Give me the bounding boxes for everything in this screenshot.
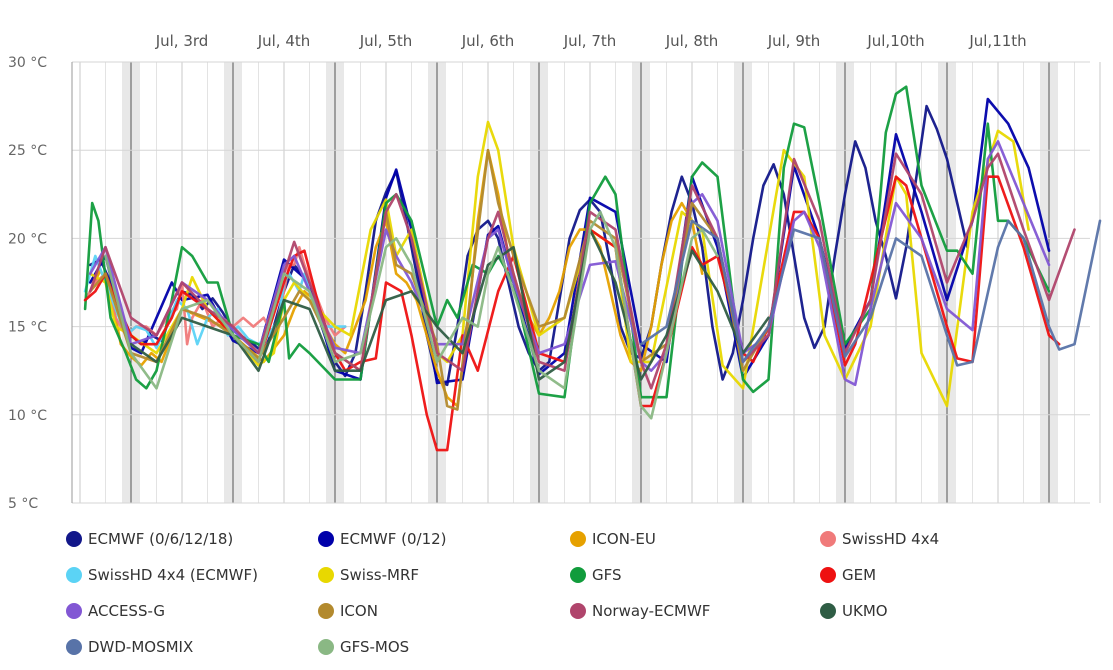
legend-swatch xyxy=(318,639,334,655)
legend-label: ICON xyxy=(340,602,378,620)
legend-label: SwissHD 4x4 (ECMWF) xyxy=(88,566,258,584)
x-tick-label: Jul, 7th xyxy=(563,32,617,50)
legend-swatch xyxy=(66,603,82,619)
legend-item-12: DWD-MOSMIX xyxy=(66,638,193,656)
x-tick-label: Jul,11th xyxy=(968,32,1026,50)
y-tick-label: 20 °C xyxy=(8,231,47,247)
x-tick-label: Jul,10th xyxy=(866,32,924,50)
legend-label: GEM xyxy=(842,566,876,584)
legend-item-2: ICON-EU xyxy=(570,530,656,548)
x-tick-label: Jul, 8th xyxy=(665,32,719,50)
legend-item-4: SwissHD 4x4 (ECMWF) xyxy=(66,566,258,584)
y-tick-label: 10 °C xyxy=(8,408,47,424)
legend-label: Swiss-MRF xyxy=(340,566,419,584)
legend-item-11: UKMO xyxy=(820,602,888,620)
x-tick-label: Jul, 4th xyxy=(257,32,311,50)
legend-item-1: ECMWF (0/12) xyxy=(318,530,447,548)
legend-item-7: GEM xyxy=(820,566,876,584)
legend-item-13: GFS-MOS xyxy=(318,638,409,656)
legend-label: Norway-ECMWF xyxy=(592,602,710,620)
legend-label: DWD-MOSMIX xyxy=(88,638,193,656)
legend-swatch xyxy=(318,531,334,547)
legend-swatch xyxy=(570,531,586,547)
y-tick-label: 25 °C xyxy=(8,143,47,159)
legend: ECMWF (0/6/12/18) ECMWF (0/12) ICON-EU Swis… xyxy=(66,530,939,656)
legend-swatch xyxy=(66,531,82,547)
x-axis-ticks: Jul, 3rd Jul, 4th Jul, 5th Jul, 6th Jul, 7th… xyxy=(155,32,1027,50)
legend-item-3: SwissHD 4x4 xyxy=(820,530,939,548)
legend-label: GFS-MOS xyxy=(340,638,409,656)
legend-item-8: ACCESS-G xyxy=(66,602,165,620)
legend-label: ACCESS-G xyxy=(88,602,165,620)
legend-item-6: GFS xyxy=(570,566,622,584)
y-tick-label: 5 °C xyxy=(8,496,38,512)
x-tick-label: Jul, 5th xyxy=(359,32,413,50)
legend-label: SwissHD 4x4 xyxy=(842,530,939,548)
legend-label: ECMWF (0/12) xyxy=(340,530,447,548)
legend-swatch xyxy=(820,603,836,619)
legend-label: ICON-EU xyxy=(592,530,656,548)
legend-item-10: Norway-ECMWF xyxy=(570,602,710,620)
x-tick-label: Jul, 6th xyxy=(461,32,515,50)
x-tick-label: Jul, 9th xyxy=(767,32,821,50)
legend-swatch xyxy=(66,567,82,583)
series-line-12 xyxy=(639,219,1102,367)
series-lines xyxy=(83,85,1102,452)
legend-swatch xyxy=(570,603,586,619)
legend-swatch xyxy=(318,567,334,583)
y-tick-label: 15 °C xyxy=(8,320,47,336)
x-tick-label: Jul, 3rd xyxy=(155,32,209,50)
grid-lines xyxy=(71,61,1101,504)
legend-label: UKMO xyxy=(842,602,888,620)
series-line-13 xyxy=(104,210,719,420)
y-tick-label: 30 °C xyxy=(8,55,47,71)
series-line-10 xyxy=(88,152,1076,390)
legend-swatch xyxy=(820,531,836,547)
legend-item-5: Swiss-MRF xyxy=(318,566,419,584)
legend-swatch xyxy=(318,603,334,619)
legend-swatch xyxy=(820,567,836,583)
legend-swatch xyxy=(66,639,82,655)
legend-item-0: ECMWF (0/6/12/18) xyxy=(66,530,233,548)
series-line-8 xyxy=(88,140,1051,387)
legend-item-9: ICON xyxy=(318,602,378,620)
y-axis-ticks: 30 °C 25 °C 20 °C 15 °C 10 °C 5 °C xyxy=(8,55,47,512)
legend-swatch xyxy=(570,567,586,583)
legend-label: ECMWF (0/6/12/18) xyxy=(88,530,233,548)
legend-label: GFS xyxy=(592,566,622,584)
